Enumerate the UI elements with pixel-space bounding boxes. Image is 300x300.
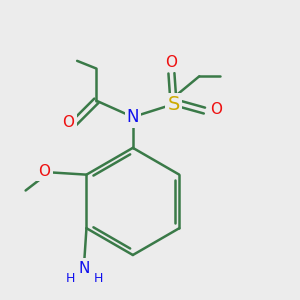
Text: S: S [167,94,180,114]
Text: O: O [210,102,222,117]
Text: N: N [127,108,139,126]
Text: N: N [79,261,90,276]
Text: O: O [38,164,50,179]
Text: O: O [63,116,75,130]
Text: O: O [165,55,177,70]
Text: H: H [93,272,103,285]
Text: H: H [66,272,75,285]
